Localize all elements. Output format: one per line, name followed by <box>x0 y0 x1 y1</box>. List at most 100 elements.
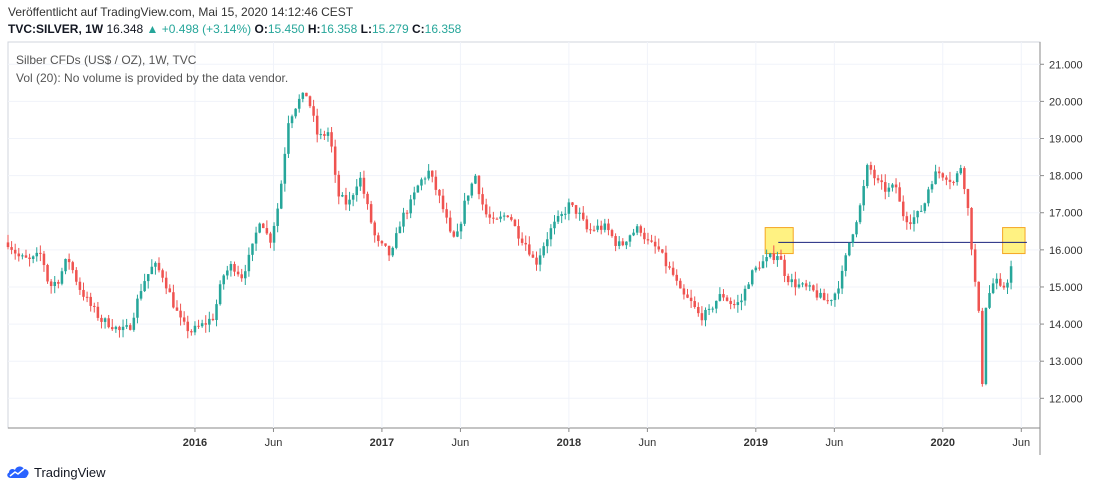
candle-up <box>934 171 937 185</box>
candle-down <box>330 132 333 147</box>
candle-down <box>977 281 980 311</box>
candle-up <box>891 184 894 188</box>
candle-down <box>24 255 28 258</box>
candle-up <box>215 304 218 321</box>
y-tick-label: 19.000 <box>1049 134 1083 146</box>
candle-down <box>643 232 646 240</box>
candle-up <box>617 241 621 246</box>
candle-down <box>182 317 186 322</box>
candle-up <box>704 309 707 321</box>
candle-down <box>937 171 941 174</box>
candle-down <box>17 253 21 257</box>
candle-down <box>240 274 243 279</box>
candle-down <box>100 317 103 322</box>
candle-up <box>632 232 635 236</box>
brand-name: TradingView <box>34 464 106 480</box>
price-axis[interactable]: 21.000 20.000 19.000 18.000 17.000 16.000 15.0… <box>1040 59 1083 405</box>
candle-up <box>546 239 549 247</box>
candle-down <box>804 283 808 287</box>
candle-down <box>96 306 100 318</box>
candle-down <box>581 212 585 220</box>
candle-down <box>6 242 10 248</box>
candle-down <box>941 173 945 178</box>
brand[interactable]: TradingView <box>6 464 106 480</box>
candle-down <box>661 249 664 253</box>
candle-up <box>395 233 398 248</box>
candle-up <box>837 288 840 294</box>
candle-up <box>114 326 118 330</box>
low-value: 15.279 <box>371 22 409 36</box>
candle-down <box>387 245 391 256</box>
x-tick-label: Jun <box>452 437 470 449</box>
candle-down <box>315 115 319 135</box>
candle-down <box>128 325 132 330</box>
candle-up <box>297 98 301 109</box>
candle-down <box>729 300 732 305</box>
candle-down <box>873 169 876 179</box>
x-tick-label: Jun <box>825 437 843 449</box>
candle-up <box>862 186 865 206</box>
candle-down <box>445 209 448 218</box>
candle-down <box>653 241 657 247</box>
candle-up <box>409 199 412 214</box>
candle-up <box>258 223 261 233</box>
plot-frame <box>7 41 1041 429</box>
candle-up <box>459 223 463 232</box>
candle-down <box>948 179 952 182</box>
candle-down <box>175 307 179 311</box>
candle-down <box>265 228 269 234</box>
candle-up <box>887 187 891 192</box>
time-axis[interactable]: 2016 Jun 2017 Jun 2018 Jun 2019 Jun 2020 Jun <box>183 428 1030 449</box>
candle-up <box>538 255 542 265</box>
candle-up <box>398 226 402 234</box>
candle-down <box>794 279 797 288</box>
x-tick-label: 2017 <box>370 437 394 449</box>
candle-down <box>826 300 829 302</box>
candle-up <box>290 116 294 124</box>
candle-up <box>218 284 222 305</box>
y-tick-label: 14.000 <box>1049 319 1083 331</box>
candle-down <box>179 310 182 318</box>
candle-down <box>531 254 535 258</box>
candle-up <box>747 284 750 289</box>
candle-up <box>549 228 553 240</box>
candle-down <box>430 170 434 177</box>
candle-down <box>610 230 614 237</box>
candle-up <box>556 216 560 222</box>
candle-up <box>761 261 765 269</box>
candle-down <box>495 218 499 220</box>
candle-up <box>635 226 639 233</box>
highlight-box <box>764 227 794 255</box>
candle-down <box>197 325 200 327</box>
candle-up <box>200 323 204 327</box>
y-tick-label: 21.000 <box>1049 59 1083 71</box>
candle-down <box>876 178 880 181</box>
x-tick-label: Jun <box>1012 437 1030 449</box>
candle-down <box>664 252 668 267</box>
candle-down <box>973 249 977 282</box>
candle-up <box>740 300 743 303</box>
low-label: L: <box>360 22 372 36</box>
candle-up <box>21 255 24 257</box>
candle-up <box>912 217 916 225</box>
candle-up <box>150 266 154 275</box>
candle-down <box>679 280 682 289</box>
candle-up <box>499 216 502 219</box>
candle-down <box>344 195 348 205</box>
candle-up <box>301 92 305 99</box>
candle-down <box>164 277 168 289</box>
candle-up <box>988 293 991 308</box>
candle-down <box>369 204 373 223</box>
candle-down <box>262 223 265 229</box>
candle-up <box>768 253 772 258</box>
candle-up <box>927 189 930 204</box>
candle-up <box>754 267 758 271</box>
candle-down <box>78 281 82 290</box>
candle-down <box>614 236 617 246</box>
candle-down <box>686 294 689 298</box>
candle-down <box>333 146 337 175</box>
candle-up <box>625 241 628 246</box>
highlight-box <box>1002 227 1026 255</box>
candle-down <box>772 253 776 261</box>
